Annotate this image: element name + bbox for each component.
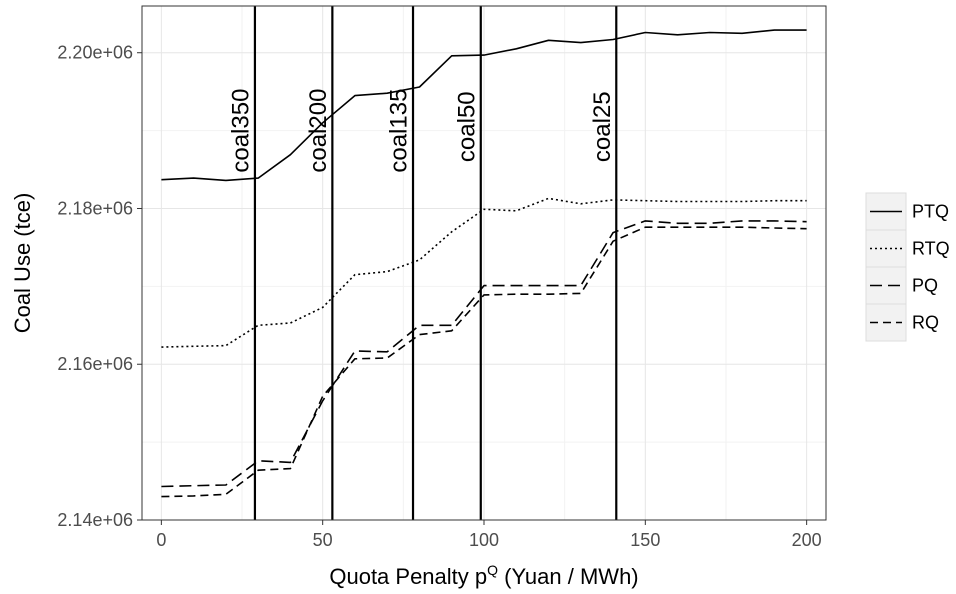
x-tick-label: 50 xyxy=(313,530,333,550)
x-axis: 0 50 100 150 200 xyxy=(156,520,822,550)
y-tick-label: 2.16e+06 xyxy=(57,354,133,374)
x-tick-label: 150 xyxy=(630,530,660,550)
y-tick-label: 2.18e+06 xyxy=(57,198,133,218)
vline-label-coal200: coal200 xyxy=(305,89,332,173)
series-line-ptq xyxy=(161,29,807,182)
vline-label-coal350: coal350 xyxy=(227,89,254,173)
legend: PTQ RTQ PQ RQ xyxy=(865,192,950,342)
vline-label-coal135: coal135 xyxy=(386,89,413,173)
x-tick-label: 200 xyxy=(792,530,822,550)
x-tick-label: 0 xyxy=(156,530,166,550)
legend-label-rq: RQ xyxy=(912,313,939,333)
series-line-rtq xyxy=(161,197,807,348)
series-line-pq xyxy=(161,220,807,488)
x-axis-title: Quota Penalty pQ (Yuan / MWh) xyxy=(329,562,638,589)
legend-label-pq: PQ xyxy=(912,276,938,296)
vertical-lines xyxy=(253,6,618,520)
x-tick-label: 100 xyxy=(469,530,499,550)
legend-label-rtq: RTQ xyxy=(912,239,950,259)
legend-label-ptq: PTQ xyxy=(912,202,949,222)
y-axis-title: Coal Use (tce) xyxy=(10,193,35,334)
vline-label-coal25: coal25 xyxy=(589,91,616,162)
vline-label-coal50: coal50 xyxy=(453,91,480,162)
vline-labels: coal350 coal200 coal135 coal50 coal25 xyxy=(227,89,615,173)
x-axis-title-suffix: (Yuan / MWh) xyxy=(498,564,639,589)
y-axis: 2.14e+06 2.16e+06 2.18e+06 2.20e+06 xyxy=(57,43,142,530)
y-tick-label: 2.14e+06 xyxy=(57,510,133,530)
y-tick-label: 2.20e+06 xyxy=(57,43,133,63)
x-axis-title-superscript: Q xyxy=(487,562,498,578)
x-axis-title-main: Quota Penalty p xyxy=(329,564,487,589)
series-line-rq xyxy=(161,226,807,498)
series-lines xyxy=(161,29,807,498)
